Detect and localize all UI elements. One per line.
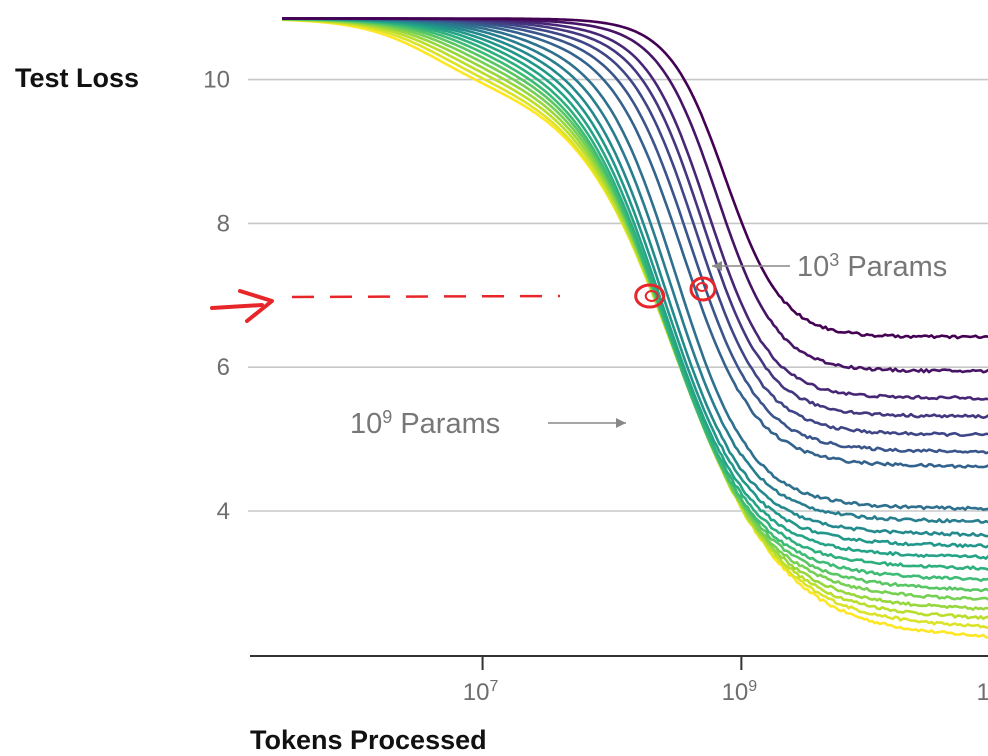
x-tick-base: 10: [977, 679, 988, 706]
series-line: [282, 17, 988, 401]
x-tick-label: 107: [463, 678, 499, 706]
x-tick-exponent: 9: [748, 678, 757, 695]
y-ticks: 10 8 6 4: [203, 67, 230, 525]
x-axis-label: Tokens Processed: [250, 725, 487, 755]
annotation-base: 10: [797, 251, 829, 283]
x-tick-label: 109: [722, 678, 758, 706]
red-circle-inner: [696, 282, 708, 292]
annotation-arrowhead: [616, 418, 626, 428]
annotation-arrowhead: [712, 261, 722, 271]
x-tick-base: 10: [463, 679, 490, 706]
series-group: [281, 17, 988, 639]
y-tick-label: 6: [217, 354, 230, 381]
y-axis-label: Test Loss: [15, 63, 139, 93]
red-circle: [689, 276, 717, 302]
x-tick-label: 1011: [977, 678, 988, 706]
annotation-label: 109 Params: [350, 407, 500, 440]
series-line: [282, 17, 988, 549]
red-arrow: [210, 289, 274, 323]
series-line: [282, 18, 988, 629]
series-line: [282, 17, 988, 582]
x-ticks: 1071091011: [463, 656, 988, 706]
x-tick-base: 10: [722, 679, 749, 706]
handwritten-markup: [210, 276, 717, 323]
y-tick-label: 10: [203, 67, 230, 94]
y-tick-label: 8: [217, 210, 230, 237]
red-circle: [634, 283, 666, 309]
annotation-exponent: 3: [829, 250, 839, 270]
x-tick-exponent: 7: [489, 678, 498, 695]
series-line: [282, 17, 988, 560]
red-circle-inner: [644, 290, 659, 302]
annotation-exponent: 9: [382, 407, 392, 427]
annotation-base: 10: [350, 408, 382, 440]
series-line: [281, 18, 988, 639]
annotation-suffix: Params: [839, 251, 947, 283]
series-line: [282, 17, 988, 611]
red-dashed-line: [291, 294, 561, 299]
annotation-suffix: Params: [392, 408, 500, 440]
series-line: [282, 17, 988, 340]
annotation-label: 103 Params: [797, 250, 947, 283]
y-tick-label: 4: [217, 498, 230, 525]
series-line: [282, 18, 988, 621]
